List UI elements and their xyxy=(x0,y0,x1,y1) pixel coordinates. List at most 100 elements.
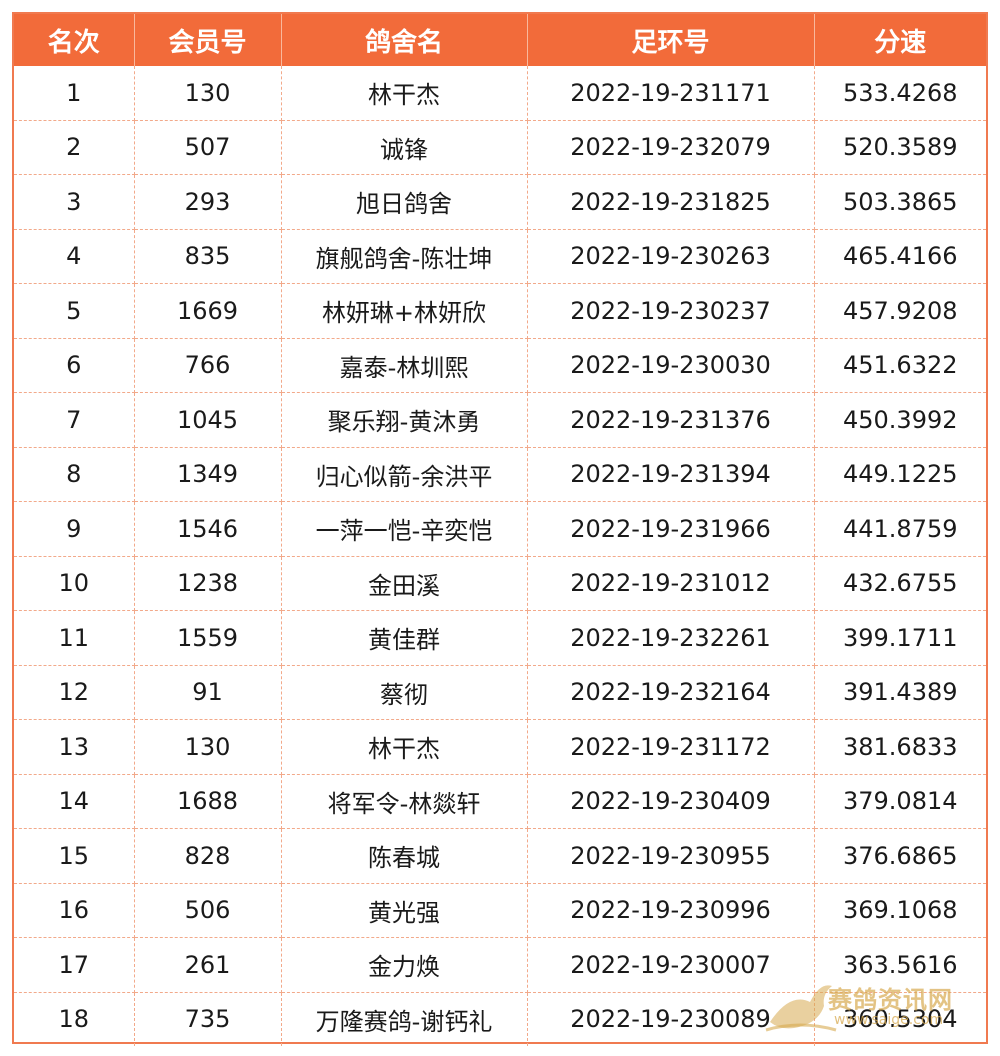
member-no-cell: 130 xyxy=(134,66,282,121)
member-no-cell: 293 xyxy=(134,174,282,230)
pigeon-logo-icon xyxy=(765,985,837,1032)
table-row: 3 293 旭日鸽舍 2022-19-231825 503.3865 xyxy=(14,174,986,230)
loft-name-cell: 林干杰 xyxy=(281,66,528,121)
member-no-cell: 1238 xyxy=(134,556,282,611)
member-no-cell: 828 xyxy=(134,828,282,884)
rank-cell: 17 xyxy=(14,937,135,993)
member-no-cell: 835 xyxy=(134,229,282,284)
ring-no-cell: 2022-19-230237 xyxy=(527,283,815,339)
loft-name-cell: 蔡彻 xyxy=(281,665,528,720)
table-row: 14 1688 将军令-林燚轩 2022-19-230409 379.0814 xyxy=(14,774,986,829)
member-no-cell: 1546 xyxy=(134,501,282,557)
member-no-cell: 1669 xyxy=(134,283,282,339)
watermark-text: 赛鸽资讯网 xyxy=(828,986,953,1014)
table-row: 7 1045 聚乐翔-黄沐勇 2022-19-231376 450.3992 xyxy=(14,392,986,448)
member-no-cell: 507 xyxy=(134,120,282,175)
rank-cell: 3 xyxy=(14,174,135,230)
ranking-table: 名次 会员号 鸽舍名 足环号 分速 1 130 林干杰 2022-19-231171 5… xyxy=(14,14,986,1046)
ring-no-cell: 2022-19-231172 xyxy=(527,719,815,775)
loft-name-cell: 归心似箭-余洪平 xyxy=(281,447,528,502)
ring-no-cell: 2022-19-230263 xyxy=(527,229,815,284)
table-row: 12 91 蔡彻 2022-19-232164 391.4389 xyxy=(14,665,986,720)
member-no-cell: 1045 xyxy=(134,392,282,448)
table-row: 4 835 旗舰鸽舍-陈壮坤 2022-19-230263 465.4166 xyxy=(14,229,986,284)
speed-cell: 369.1068 xyxy=(814,883,986,938)
table-row: 11 1559 黄佳群 2022-19-232261 399.1711 xyxy=(14,610,986,666)
rank-cell: 9 xyxy=(14,501,135,557)
rank-cell: 11 xyxy=(14,610,135,666)
rank-cell: 2 xyxy=(14,120,135,175)
table-row: 1 130 林干杰 2022-19-231171 533.4268 xyxy=(14,66,986,121)
table-row: 6 766 嘉泰-林圳熙 2022-19-230030 451.6322 xyxy=(14,338,986,393)
table-row: 8 1349 归心似箭-余洪平 2022-19-231394 449.1225 xyxy=(14,447,986,502)
speed-cell: 449.1225 xyxy=(814,447,986,502)
member-no-cell: 1559 xyxy=(134,610,282,666)
speed-cell: 360.5304 xyxy=(842,1005,958,1034)
speed-cell: 432.6755 xyxy=(814,556,986,611)
rank-cell: 10 xyxy=(14,556,135,611)
table-row: 9 1546 一萍一恺-辛奕恺 2022-19-231966 441.8759 xyxy=(14,501,986,557)
speed-cell: 451.6322 xyxy=(814,338,986,393)
ring-no-cell: 2022-19-231966 xyxy=(527,501,815,557)
loft-name-cell: 黄光强 xyxy=(281,883,528,938)
header-rank: 名次 xyxy=(14,14,135,66)
rank-cell: 7 xyxy=(14,392,135,448)
speed-cell: 520.3589 xyxy=(814,120,986,175)
loft-name-cell: 林妍琳+林妍欣 xyxy=(281,283,528,339)
rank-cell: 1 xyxy=(14,66,135,121)
ring-no-cell: 2022-19-231171 xyxy=(527,66,815,121)
header-ring-no: 足环号 xyxy=(527,14,815,66)
speed-cell: 457.9208 xyxy=(814,283,986,339)
table-row: 16 506 黄光强 2022-19-230996 369.1068 xyxy=(14,883,986,938)
table-header-row: 名次 会员号 鸽舍名 足环号 分速 xyxy=(14,14,986,66)
watermark: 赛鸽资讯网 www.saige.com xyxy=(760,972,970,1042)
member-no-cell: 506 xyxy=(134,883,282,938)
speed-cell: 503.3865 xyxy=(814,174,986,230)
speed-cell: 441.8759 xyxy=(814,501,986,557)
loft-name-cell: 黄佳群 xyxy=(281,610,528,666)
rank-cell: 5 xyxy=(14,283,135,339)
rank-cell: 15 xyxy=(14,828,135,884)
loft-name-cell: 将军令-林燚轩 xyxy=(281,774,528,829)
rank-cell: 8 xyxy=(14,447,135,502)
ring-no-cell: 2022-19-230955 xyxy=(527,828,815,884)
ring-no-cell: 2022-19-230996 xyxy=(527,883,815,938)
speed-cell: 376.6865 xyxy=(814,828,986,884)
rank-cell: 6 xyxy=(14,338,135,393)
table-row: 17 261 金力焕 2022-19-230007 363.5616 xyxy=(14,937,986,993)
table-row: 10 1238 金田溪 2022-19-231012 432.6755 xyxy=(14,556,986,611)
rank-cell: 4 xyxy=(14,229,135,284)
loft-name-cell: 旗舰鸽舍-陈壮坤 xyxy=(281,229,528,284)
loft-name-cell: 一萍一恺-辛奕恺 xyxy=(281,501,528,557)
loft-name-cell: 陈春城 xyxy=(281,828,528,884)
ring-no-cell: 2022-19-230030 xyxy=(527,338,815,393)
loft-name-cell: 万隆赛鸽-谢钙礼 xyxy=(281,992,528,1046)
member-no-cell: 1349 xyxy=(134,447,282,502)
speed-cell: 533.4268 xyxy=(814,66,986,121)
loft-name-cell: 金力焕 xyxy=(281,937,528,993)
speed-cell: 450.3992 xyxy=(814,392,986,448)
table-row: 13 130 林干杰 2022-19-231172 381.6833 xyxy=(14,719,986,775)
member-no-cell: 130 xyxy=(134,719,282,775)
speed-cell: 363.5616 xyxy=(814,937,986,993)
member-no-cell: 1688 xyxy=(134,774,282,829)
loft-name-cell: 林干杰 xyxy=(281,719,528,775)
ring-no-cell: 2022-19-231376 xyxy=(527,392,815,448)
ring-no-cell: 2022-19-230007 xyxy=(527,937,815,993)
speed-cell: 379.0814 xyxy=(814,774,986,829)
ring-no-cell: 2022-19-230089 xyxy=(527,992,815,1046)
ring-no-cell: 2022-19-231012 xyxy=(527,556,815,611)
ring-no-cell: 2022-19-232261 xyxy=(527,610,815,666)
watermark-url: www.saige.com xyxy=(834,1012,944,1028)
rank-cell: 12 xyxy=(14,665,135,720)
header-loft-name: 鸽舍名 xyxy=(281,14,528,66)
speed-cell: 399.1711 xyxy=(814,610,986,666)
ring-no-cell: 2022-19-231825 xyxy=(527,174,815,230)
loft-name-cell: 聚乐翔-黄沐勇 xyxy=(281,392,528,448)
member-no-cell: 91 xyxy=(134,665,282,720)
loft-name-cell: 诚锋 xyxy=(281,120,528,175)
ring-no-cell: 2022-19-230409 xyxy=(527,774,815,829)
member-no-cell: 735 xyxy=(134,992,282,1046)
member-no-cell: 766 xyxy=(134,338,282,393)
header-speed: 分速 xyxy=(814,14,986,66)
